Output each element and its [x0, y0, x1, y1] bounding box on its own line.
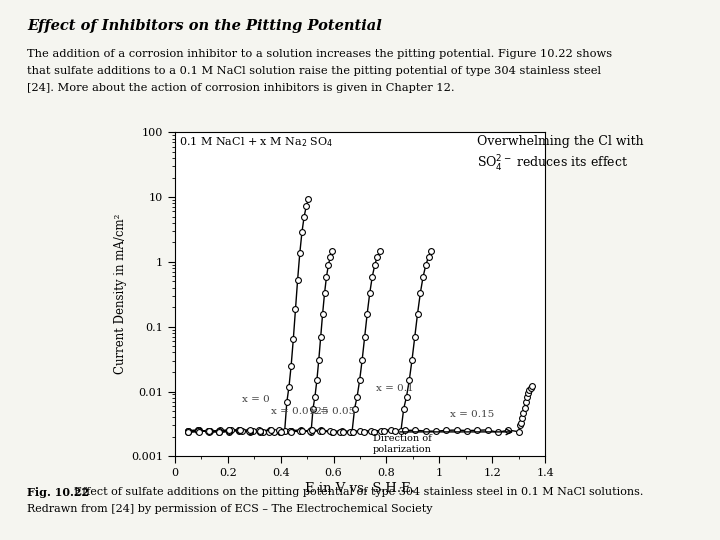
Text: that sulfate additions to a 0.1 M NaCl solution raise the pitting potential of t: that sulfate additions to a 0.1 M NaCl s…: [27, 66, 601, 76]
Text: x = 0.1: x = 0.1: [376, 384, 413, 393]
Text: [24]. More about the action of corrosion inhibitors is given in Chapter 12.: [24]. More about the action of corrosion…: [27, 83, 455, 93]
Text: Fig. 10.22: Fig. 10.22: [27, 487, 89, 498]
Text: x = 0.05: x = 0.05: [311, 407, 356, 416]
Text: Effect of sulfate additions on the pitting potential of type 304 stainless steel: Effect of sulfate additions on the pitti…: [67, 487, 644, 497]
Text: x = 0.15: x = 0.15: [450, 410, 494, 418]
Text: Overwhelming the Cl with: Overwhelming the Cl with: [477, 135, 644, 148]
Y-axis label: Current Density in mA/cm²: Current Density in mA/cm²: [114, 214, 127, 374]
Text: x = 0: x = 0: [243, 395, 270, 403]
Text: x = 0.0125: x = 0.0125: [271, 407, 329, 416]
Text: The addition of a corrosion inhibitor to a solution increases the pitting potent: The addition of a corrosion inhibitor to…: [27, 49, 613, 59]
X-axis label: E in V vs. S.H.E.: E in V vs. S.H.E.: [305, 482, 415, 495]
Text: Direction of
polarization: Direction of polarization: [373, 434, 432, 454]
Text: Redrawn from [24] by permission of ECS – The Electrochemical Society: Redrawn from [24] by permission of ECS –…: [27, 504, 433, 514]
Text: SO$_4^{2-}$ reduces its effect: SO$_4^{2-}$ reduces its effect: [477, 154, 629, 174]
Text: Effect of Inhibitors on the Pitting Potential: Effect of Inhibitors on the Pitting Pote…: [27, 19, 382, 33]
Text: 0.1 M NaCl + x M Na$_2$ SO$_4$: 0.1 M NaCl + x M Na$_2$ SO$_4$: [179, 135, 333, 149]
